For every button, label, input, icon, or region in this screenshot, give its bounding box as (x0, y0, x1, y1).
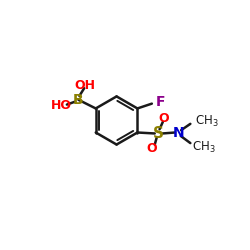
Text: CH$_3$: CH$_3$ (192, 140, 216, 155)
Text: F: F (155, 95, 165, 109)
Text: CH$_3$: CH$_3$ (195, 114, 219, 129)
Text: O: O (146, 142, 157, 155)
Text: S: S (153, 126, 164, 141)
Text: N: N (173, 126, 184, 140)
Text: O: O (158, 112, 169, 124)
Text: OH: OH (75, 79, 96, 92)
Text: B: B (73, 93, 84, 107)
Text: HO: HO (50, 99, 71, 112)
